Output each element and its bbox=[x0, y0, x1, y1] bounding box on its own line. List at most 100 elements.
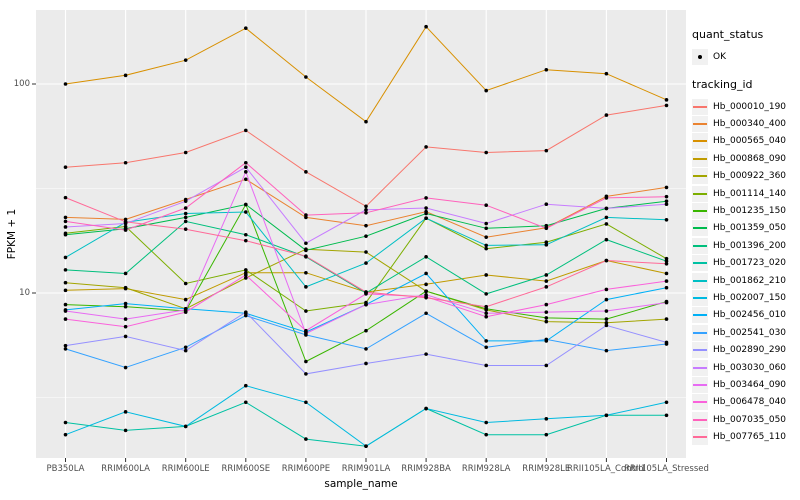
legend-label: Hb_001862_210 bbox=[713, 275, 787, 286]
legend-entry-Hb_003464_090: Hb_003464_090 bbox=[692, 376, 786, 393]
data-point-Hb_000340_400 bbox=[664, 185, 669, 190]
data-point-Hb_001396_200 bbox=[544, 273, 549, 277]
x-tick-label: RRIM928LA bbox=[461, 464, 511, 474]
legend-entry-Hb_001396_200: Hb_001396_200 bbox=[692, 237, 786, 254]
data-point-Hb_001359_050 bbox=[183, 215, 188, 220]
legend-line-swatch bbox=[693, 192, 707, 195]
legend-entry-Hb_002007_150: Hb_002007_150 bbox=[692, 289, 786, 306]
data-point-Hb_002890_290 bbox=[424, 352, 428, 356]
legend-key-box bbox=[692, 150, 708, 167]
data-point-Hb_000340_400 bbox=[364, 223, 368, 228]
legend-line-swatch bbox=[693, 209, 707, 212]
legend-entry-ok: OK bbox=[692, 48, 726, 65]
data-point-Hb_001862_210 bbox=[544, 243, 549, 247]
data-point-Hb_001359_050 bbox=[244, 202, 248, 207]
legend-label: Hb_002007_150 bbox=[713, 292, 787, 303]
data-point-Hb_003030_060 bbox=[604, 206, 609, 211]
data-point-Hb_002890_290 bbox=[664, 340, 669, 345]
data-point-Hb_007035_050 bbox=[604, 196, 609, 200]
x-tick-label: RRII105LA_Control bbox=[567, 464, 646, 474]
data-point-Hb_002890_290 bbox=[304, 372, 308, 376]
legend-entry-Hb_000565_040: Hb_000565_040 bbox=[692, 133, 786, 150]
data-point-Hb_007035_050 bbox=[424, 196, 428, 200]
data-point-Hb_007035_050 bbox=[544, 226, 549, 231]
data-point-Hb_001359_050 bbox=[63, 232, 68, 237]
data-point-Hb_001723_020 bbox=[244, 400, 248, 405]
data-point-Hb_001235_150 bbox=[544, 316, 549, 320]
legend-key-box bbox=[692, 394, 708, 411]
data-point-Hb_003030_060 bbox=[484, 221, 489, 226]
legend-key-box bbox=[692, 48, 708, 65]
data-point-Hb_007035_050 bbox=[484, 203, 489, 208]
data-point-Hb_000010_190 bbox=[304, 170, 308, 174]
legend-title-quant-status: quant_status bbox=[692, 28, 764, 41]
x-tick-label: RRIM928LE bbox=[522, 464, 571, 474]
data-point-Hb_003464_090 bbox=[544, 310, 549, 314]
data-point-Hb_000922_360 bbox=[244, 276, 248, 280]
data-point-Hb_001723_020 bbox=[544, 432, 549, 437]
legend-label: Hb_006478_040 bbox=[713, 397, 787, 408]
legend-key-box bbox=[692, 220, 708, 237]
data-point-Hb_000868_090 bbox=[664, 271, 669, 276]
data-point-Hb_002890_290 bbox=[244, 310, 248, 314]
x-tick-label: PB350LA bbox=[46, 464, 85, 474]
data-point-Hb_007765_110 bbox=[244, 238, 248, 243]
data-point-Hb_001862_210 bbox=[183, 211, 188, 216]
legend-label: Hb_002890_290 bbox=[713, 345, 787, 356]
data-point-Hb_000010_190 bbox=[544, 148, 549, 153]
legend-line-swatch bbox=[693, 244, 707, 247]
data-point-Hb_007765_110 bbox=[364, 290, 368, 294]
data-point-Hb_001235_150 bbox=[424, 289, 428, 294]
data-point-Hb_003464_090 bbox=[304, 331, 308, 336]
data-point-Hb_000565_040 bbox=[544, 67, 549, 72]
data-point-Hb_001114_140 bbox=[304, 309, 308, 313]
data-point-Hb_002541_030 bbox=[63, 347, 68, 351]
legend-label: Hb_001235_150 bbox=[713, 205, 787, 216]
legend-key-box bbox=[692, 324, 708, 341]
legend-key-box bbox=[692, 185, 708, 202]
data-point-Hb_003464_090 bbox=[664, 300, 669, 305]
data-point-Hb_001862_210 bbox=[244, 210, 248, 214]
legend-line-swatch bbox=[693, 279, 707, 282]
data-point-Hb_002456_010 bbox=[484, 339, 489, 343]
data-point-Hb_000868_090 bbox=[544, 279, 549, 283]
data-point-Hb_001723_020 bbox=[123, 428, 128, 433]
data-point-Hb_000868_090 bbox=[424, 282, 428, 287]
data-point-Hb_000565_040 bbox=[304, 75, 308, 79]
data-point-Hb_007035_050 bbox=[63, 219, 68, 224]
legend-entry-Hb_003030_060: Hb_003030_060 bbox=[692, 359, 786, 376]
data-point-Hb_002541_030 bbox=[244, 313, 248, 318]
x-tick-label: RRIM600SE bbox=[221, 464, 271, 474]
data-point-Hb_002541_030 bbox=[183, 345, 188, 350]
data-point-Hb_000010_190 bbox=[424, 145, 428, 149]
legend-entry-Hb_001862_210: Hb_001862_210 bbox=[692, 272, 786, 289]
legend-line-swatch bbox=[693, 157, 707, 160]
legend-entry-Hb_001235_150: Hb_001235_150 bbox=[692, 202, 786, 219]
data-point-Hb_001114_140 bbox=[183, 281, 188, 286]
legend-entry-Hb_000340_400: Hb_000340_400 bbox=[692, 115, 786, 132]
data-point-Hb_000340_400 bbox=[484, 235, 489, 239]
data-point-Hb_007765_110 bbox=[183, 227, 188, 231]
data-point-Hb_002007_150 bbox=[63, 432, 68, 437]
data-point-Hb_001862_210 bbox=[424, 216, 428, 220]
data-point-Hb_001114_140 bbox=[484, 246, 489, 251]
data-point-Hb_007765_110 bbox=[304, 254, 308, 258]
legend-key-box bbox=[692, 168, 708, 185]
legend-key-box bbox=[692, 411, 708, 428]
x-tick-label: RRIM928BA bbox=[401, 464, 451, 474]
data-point-Hb_007765_110 bbox=[544, 285, 549, 289]
data-point-Hb_006478_040 bbox=[123, 324, 128, 329]
data-point-Hb_001359_050 bbox=[364, 234, 368, 238]
legend-entry-Hb_006478_040: Hb_006478_040 bbox=[692, 394, 786, 411]
data-point-Hb_001862_210 bbox=[484, 243, 489, 248]
x-axis-title: sample_name bbox=[324, 478, 398, 490]
x-tick-label: RRIM600PE bbox=[281, 464, 331, 474]
data-point-Hb_001396_200 bbox=[123, 271, 128, 276]
x-tick-label: RRII105LA_Stressed bbox=[624, 464, 709, 474]
data-point-Hb_000565_040 bbox=[183, 58, 188, 62]
data-point-Hb_001723_020 bbox=[664, 413, 669, 418]
data-point-Hb_007765_110 bbox=[484, 304, 489, 309]
legend-key-box bbox=[692, 376, 708, 393]
data-point-Hb_001723_020 bbox=[304, 437, 308, 441]
